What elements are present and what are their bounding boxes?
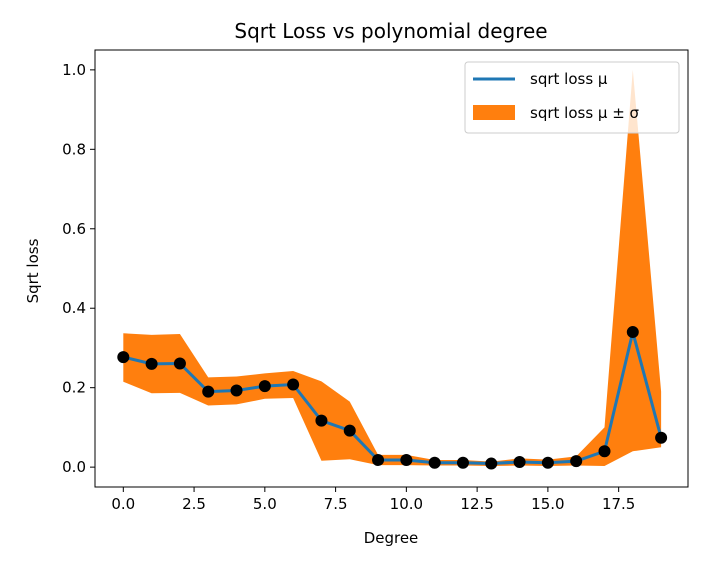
data-point: [372, 453, 385, 466]
chart-title: Sqrt Loss vs polynomial degree: [234, 19, 547, 43]
data-point: [230, 384, 243, 397]
y-tick-label: 0.6: [62, 220, 86, 238]
data-point: [258, 380, 271, 393]
data-point: [117, 351, 130, 364]
data-point: [343, 424, 356, 437]
data-point: [315, 414, 328, 427]
plot-area: [117, 69, 668, 470]
data-point: [626, 326, 639, 339]
data-point: [287, 378, 300, 391]
std-band: [123, 69, 662, 466]
x-tick-label: 15.0: [531, 495, 564, 513]
x-axis: 0.0 2.5 5.0 7.5 10.0 12.5 15.0 17.5: [111, 487, 635, 513]
legend-label-mean: sqrt loss μ: [530, 70, 608, 88]
y-axis: 0.0 0.2 0.4 0.6 0.8 1.0: [62, 61, 95, 476]
data-point: [598, 445, 611, 458]
y-tick-label: 1.0: [62, 61, 86, 79]
data-point: [456, 456, 469, 469]
y-axis-title: Sqrt loss: [24, 238, 42, 303]
x-tick-label: 12.5: [460, 495, 493, 513]
legend: sqrt loss μ sqrt loss μ ± σ: [464, 61, 680, 134]
x-tick-label: 7.5: [324, 495, 348, 513]
y-tick-label: 0.4: [62, 299, 86, 317]
x-tick-label: 5.0: [253, 495, 277, 513]
data-point: [485, 457, 498, 470]
legend-box: [464, 61, 680, 134]
data-point: [428, 456, 441, 469]
data-point: [173, 357, 186, 370]
data-markers: [117, 326, 668, 470]
legend-swatch-band: [473, 105, 515, 120]
x-tick-label: 2.5: [182, 495, 206, 513]
x-tick-label: 0.0: [111, 495, 135, 513]
data-point: [400, 453, 413, 466]
y-tick-label: 0.2: [62, 379, 86, 397]
x-tick-label: 17.5: [602, 495, 635, 513]
data-point: [655, 431, 668, 444]
data-point: [570, 455, 583, 468]
data-point: [541, 456, 554, 469]
y-tick-label: 0.0: [62, 458, 86, 476]
x-axis-title: Degree: [364, 529, 419, 547]
plot-frame: [94, 49, 689, 488]
data-point: [513, 455, 526, 468]
x-tick-label: 10.0: [390, 495, 423, 513]
data-point: [145, 357, 158, 370]
y-tick-label: 0.8: [62, 140, 86, 158]
legend-label-band: sqrt loss μ ± σ: [530, 104, 640, 122]
data-point: [202, 385, 215, 398]
